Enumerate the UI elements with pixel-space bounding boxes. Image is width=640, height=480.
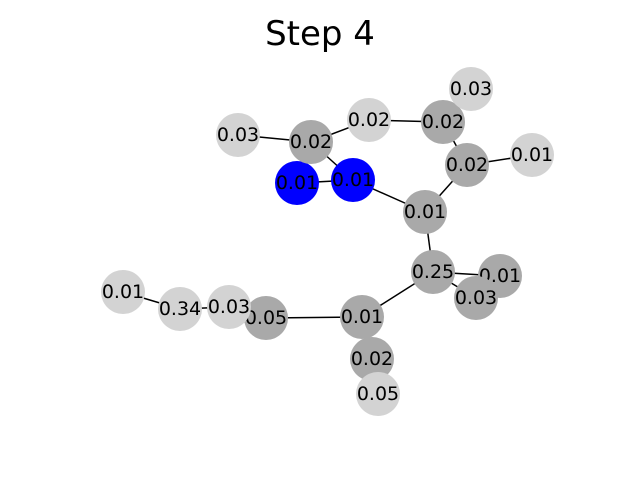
node-circle	[403, 190, 447, 234]
node-circle	[275, 161, 319, 205]
graph-node: 0.02	[347, 98, 391, 142]
node-label: 0.02	[348, 109, 390, 131]
graph-node: 0.25	[411, 250, 455, 294]
node-circle	[350, 337, 394, 381]
graph-node: 0.01	[340, 295, 384, 339]
node-label: 0.03	[450, 78, 492, 100]
node-circle	[421, 100, 465, 144]
graph-node: 0.02	[445, 143, 489, 187]
node-label: 0.01	[404, 201, 446, 223]
node-circle	[356, 372, 400, 416]
graph-node: 0.01	[403, 190, 447, 234]
node-label: 0.01	[341, 306, 383, 328]
node-label: 0.02	[290, 131, 332, 153]
node-label: 0.05	[357, 383, 399, 405]
node-circle	[445, 143, 489, 187]
node-circle	[449, 67, 493, 111]
graph-node: 0.01	[510, 133, 554, 177]
node-label: 0.03	[217, 124, 259, 146]
node-label: 0.05	[245, 307, 287, 329]
node-label: 0.25	[412, 261, 454, 283]
node-circle	[411, 250, 455, 294]
node-label: 0.01	[332, 169, 374, 191]
node-label: 0.03	[208, 296, 250, 318]
graph-node: 0.01	[101, 270, 145, 314]
node-circle	[331, 158, 375, 202]
graph-node: 0.03	[454, 276, 498, 320]
node-circle	[244, 296, 288, 340]
node-circle	[454, 276, 498, 320]
graph-node: 0.05	[244, 296, 288, 340]
graph-node: 0.03	[449, 67, 493, 111]
diagram-title: Step 4	[265, 14, 375, 54]
node-circle	[510, 133, 554, 177]
node-label: 0.02	[351, 348, 393, 370]
node-layer: 0.01 0.010.020.030.02 0.020.030.02 0.010.01…	[101, 67, 554, 416]
graph-node: 0.01	[275, 161, 319, 205]
node-circle	[207, 285, 251, 329]
graph-node: 0.03	[216, 113, 260, 157]
node-label: 0.03	[455, 287, 497, 309]
graph-node: 0.05	[356, 372, 400, 416]
node-label: 0.02	[422, 111, 464, 133]
node-label: 0.01	[511, 144, 553, 166]
node-circle	[347, 98, 391, 142]
graph-node: 0.01	[331, 158, 375, 202]
graph-node: 0.02	[421, 100, 465, 144]
graph-node: 0.02	[350, 337, 394, 381]
graph-node: 0.34	[158, 287, 202, 331]
node-label: 0.02	[446, 154, 488, 176]
node-label: 0.01	[102, 281, 144, 303]
graph-node: 0.03	[207, 285, 251, 329]
node-circle	[340, 295, 384, 339]
node-circle	[101, 270, 145, 314]
node-label: 0.01	[276, 172, 318, 194]
node-label: 0.34	[159, 298, 201, 320]
node-circle	[289, 120, 333, 164]
node-circle	[158, 287, 202, 331]
graph-node: 0.02	[289, 120, 333, 164]
node-circle	[216, 113, 260, 157]
